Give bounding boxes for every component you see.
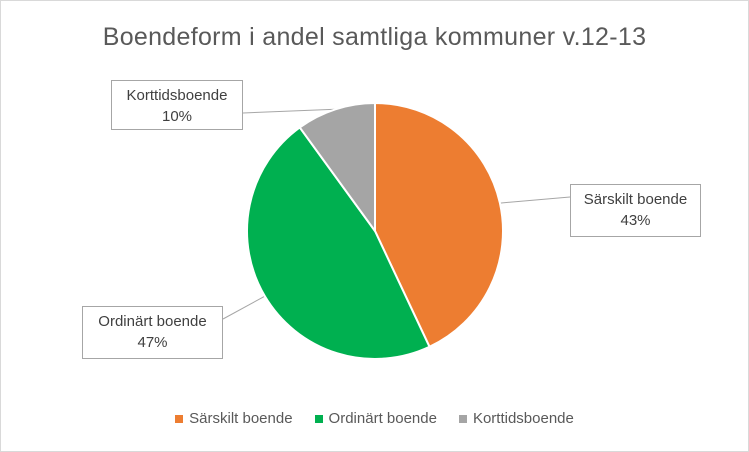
chart-title: Boendeform i andel samtliga kommuner v.1…	[102, 23, 647, 51]
data-label-ordinart: Ordinärt boende 47%	[82, 306, 223, 359]
leader-line	[222, 295, 266, 320]
data-label-value: 43%	[620, 212, 651, 229]
data-label-category: Korttidsboende	[126, 87, 228, 104]
legend-item-ordinart: Ordinärt boende	[314, 410, 437, 427]
pie-slice-korttids	[298, 101, 376, 235]
legend-swatch	[458, 414, 467, 423]
legend-swatch	[314, 414, 323, 423]
pie-slice-ordinart	[246, 126, 431, 360]
data-label-korttids: Korttidsboende 10%	[111, 80, 243, 130]
legend-label: Korttidsboende	[472, 410, 574, 427]
pie-slices	[246, 101, 504, 360]
leader-lines	[222, 108, 571, 320]
data-label-value: 47%	[137, 334, 168, 351]
legend-label: Särskilt boende	[189, 410, 293, 427]
pie-slice-sarskilt	[374, 101, 504, 349]
data-label-category: Särskilt boende	[583, 191, 688, 208]
leader-line	[499, 196, 571, 204]
chart-legend: Särskilt boende Ordinärt boende Korttids…	[1, 410, 748, 427]
legend-item-korttids: Korttidsboende	[458, 410, 574, 427]
data-label-sarskilt: Särskilt boende 43%	[570, 184, 701, 237]
legend-item-sarskilt: Särskilt boende	[175, 410, 293, 427]
legend-swatch	[175, 414, 184, 423]
data-label-category: Ordinärt boende	[98, 313, 207, 330]
legend-label: Ordinärt boende	[328, 410, 437, 427]
leader-line	[242, 108, 336, 114]
data-label-value: 10%	[161, 108, 193, 125]
